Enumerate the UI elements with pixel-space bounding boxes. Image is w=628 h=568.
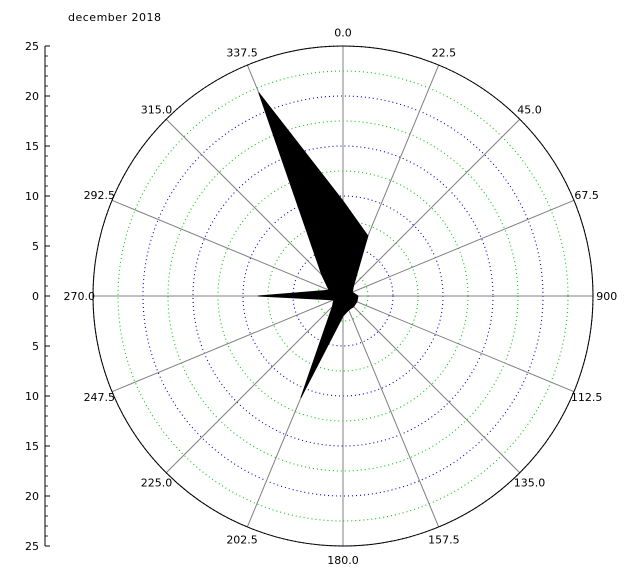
angle-label: 22.5 [432, 46, 457, 59]
radial-tick-label: 5 [32, 240, 39, 253]
radial-tick-label: 10 [25, 190, 39, 203]
angle-label: 900 [596, 290, 617, 303]
angle-label: 225.0 [141, 476, 173, 489]
angle-label: 45.0 [517, 104, 542, 117]
spoke-line [165, 118, 344, 297]
chart-title: december 2018 [68, 11, 162, 24]
angle-label: 292.5 [84, 189, 116, 202]
angle-label: 247.5 [84, 391, 116, 404]
radial-tick-label: 25 [25, 540, 39, 553]
radial-tick-label: 15 [25, 140, 39, 153]
outer-circle [92, 45, 594, 547]
radial-tick-label: 15 [25, 440, 39, 453]
radial-tick-label: 25 [25, 40, 39, 53]
radial-tick-label: 20 [25, 490, 39, 503]
radial-tick-label: 0 [32, 290, 39, 303]
spoke-line [111, 199, 344, 297]
angle-label: 202.5 [226, 534, 258, 547]
spoke-line [342, 199, 575, 297]
angle-label: 315.0 [141, 104, 173, 117]
radial-tick-label: 5 [32, 340, 39, 353]
spoke-line [342, 295, 440, 528]
radial-tick-label: 20 [25, 90, 39, 103]
radial-tick-label: 10 [25, 390, 39, 403]
angle-label: 337.5 [226, 46, 258, 59]
spoke-line [342, 295, 521, 474]
angle-label: 135.0 [514, 476, 546, 489]
angle-label: 0.0 [334, 26, 352, 39]
data-polygon [257, 92, 369, 398]
angle-label: 112.5 [571, 391, 603, 404]
spoke-line [342, 118, 521, 297]
angle-label: 157.5 [428, 534, 460, 547]
angle-label: 270.0 [64, 290, 96, 303]
angle-label: 180.0 [327, 554, 359, 567]
angle-label: 67.5 [574, 189, 599, 202]
spoke-line [111, 295, 344, 393]
spoke-line [165, 295, 344, 474]
spoke-line [342, 295, 575, 393]
